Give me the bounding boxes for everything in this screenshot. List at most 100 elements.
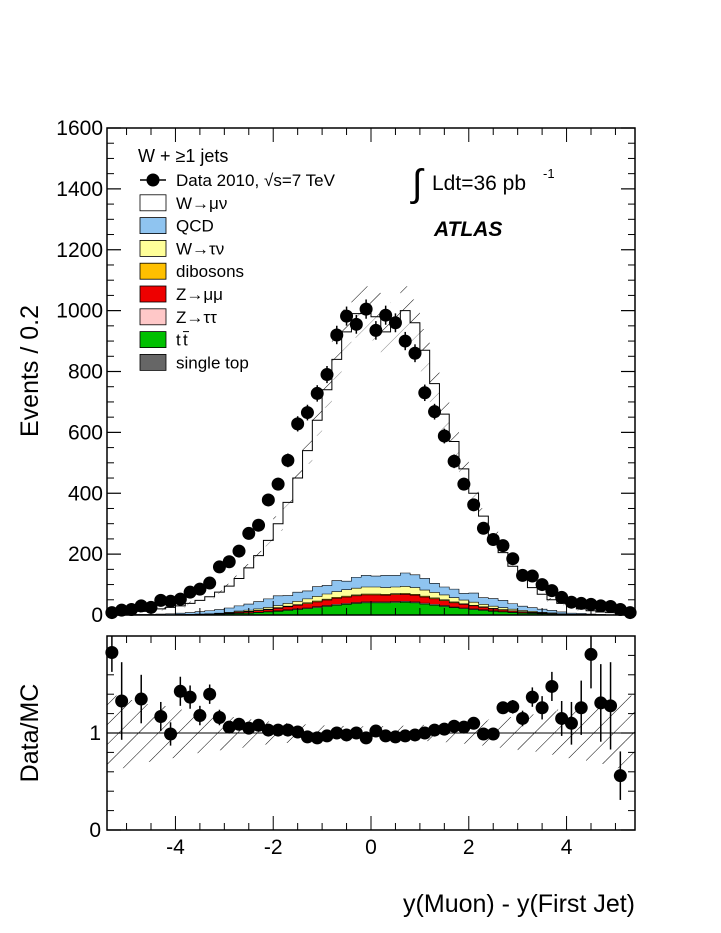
- main-axes: 0 200 400 600 800 1000 1200 1400 1600: [56, 117, 635, 627]
- ratio-point: [613, 769, 627, 783]
- ratio-point: [183, 690, 197, 704]
- data-point: [418, 386, 432, 400]
- legend: Data 2010, √s=7 TeV W→μν QCD W→τν dibosons Z→μ…: [139, 171, 336, 372]
- ratio-point: [476, 727, 490, 741]
- legend-label-qcd: QCD: [176, 217, 214, 236]
- ratio-point: [164, 727, 178, 741]
- data-point: [222, 555, 236, 569]
- ratio-point: [281, 723, 295, 737]
- data-point: [613, 603, 627, 617]
- ratio-point: [584, 647, 598, 661]
- data-point: [242, 526, 256, 540]
- ratio-point: [271, 723, 285, 737]
- ratio-point: [574, 701, 588, 715]
- y-axis-label-ratio: Data/MC: [16, 684, 44, 783]
- data-point: [193, 582, 207, 596]
- legend-label-ttbar: t: [176, 331, 181, 350]
- ratio-point: [203, 687, 217, 701]
- data-point: [623, 606, 637, 620]
- legend-swatch-zmumu: [139, 285, 167, 303]
- ratio-point: [408, 728, 422, 742]
- data-point: [594, 599, 608, 613]
- ratio-point: [604, 699, 618, 713]
- legend-label-zmumu: Z→μμ: [176, 285, 223, 304]
- data-point: [574, 596, 588, 610]
- y-axis-label-main: Events / 0.2: [16, 305, 44, 437]
- data-point: [457, 477, 471, 491]
- ratio-point: [564, 716, 578, 730]
- ratio-point: [418, 726, 432, 740]
- data-point: [604, 599, 618, 613]
- data-point: [203, 576, 217, 590]
- legend-swatch-wmunu: [139, 194, 167, 212]
- data-point: [164, 594, 178, 608]
- y-tick-label: 600: [68, 421, 103, 444]
- y-tick-label: 400: [68, 482, 103, 505]
- x-tick-label: 0: [365, 836, 377, 859]
- ratio-point: [594, 696, 608, 710]
- ratio-point: [516, 711, 530, 725]
- legend-label-sqrt-s: √s=7 TeV: [264, 171, 336, 190]
- ratio-point: [242, 721, 256, 735]
- ratio-point: [232, 717, 246, 731]
- ratio-point: [447, 719, 461, 733]
- data-point: [349, 317, 363, 331]
- selection-label: W + ≥1 jets: [138, 146, 228, 166]
- experiment-label: ATLAS: [433, 218, 502, 241]
- data-point: [584, 597, 598, 611]
- ratio-point: [134, 692, 148, 706]
- legend-swatch-ztautau: [139, 308, 167, 326]
- data-point: [232, 544, 246, 558]
- data-point: [496, 539, 510, 553]
- data-point: [173, 592, 187, 606]
- ratio-point: [261, 723, 275, 737]
- data-point: [398, 334, 412, 348]
- data-point: [428, 405, 442, 419]
- data-point: [516, 568, 530, 582]
- ratio-point: [154, 710, 168, 724]
- legend-swatch-ttbar: [139, 331, 167, 349]
- ratio-point: [330, 726, 344, 740]
- data-point: [124, 603, 138, 617]
- y-tick-label: 1000: [56, 300, 103, 323]
- data-point: [369, 323, 383, 337]
- ratio-point: [486, 727, 500, 741]
- data-point: [154, 593, 168, 607]
- data-point: [545, 584, 559, 598]
- data-point: [486, 533, 500, 547]
- legend-label-wtaunu: W→τν: [176, 239, 224, 258]
- data-points: [105, 299, 637, 620]
- ratio-point: [467, 716, 481, 730]
- ratio-point: [252, 718, 266, 732]
- ratio-point: [398, 729, 412, 743]
- ratio-point: [300, 730, 314, 744]
- data-point: [506, 552, 520, 566]
- ratio-point: [545, 679, 559, 693]
- ratio-point: [437, 722, 451, 736]
- legend-label-tbar: t: [183, 331, 188, 350]
- y-tick-label: 0: [91, 604, 103, 627]
- y-tick-label: 1600: [56, 117, 103, 140]
- data-point: [144, 600, 158, 614]
- integral-icon: ∫: [410, 163, 425, 205]
- y-tick-label: 1200: [56, 239, 103, 262]
- lumi-text: Ldt=36 pb: [432, 172, 526, 195]
- data-point: [467, 498, 481, 512]
- y-tick-label: 200: [68, 543, 103, 566]
- legend-swatch-singletop: [139, 353, 167, 371]
- legend-data-marker: [146, 173, 160, 187]
- data-point: [252, 518, 266, 532]
- ratio-point: [222, 720, 236, 734]
- ratio-point: [555, 711, 569, 725]
- data-point: [281, 453, 295, 467]
- ratio-point: [212, 710, 226, 724]
- y-tick-label: 800: [68, 361, 103, 384]
- data-point: [271, 477, 285, 491]
- legend-label-wmunu: W→μν: [176, 194, 227, 213]
- data-point: [476, 521, 490, 535]
- legend-label-data: Data 2010,: [176, 171, 259, 190]
- data-point: [340, 309, 354, 323]
- ratio-y-tick-label: 1: [89, 722, 101, 745]
- data-point: [115, 603, 129, 617]
- data-point: [437, 429, 451, 443]
